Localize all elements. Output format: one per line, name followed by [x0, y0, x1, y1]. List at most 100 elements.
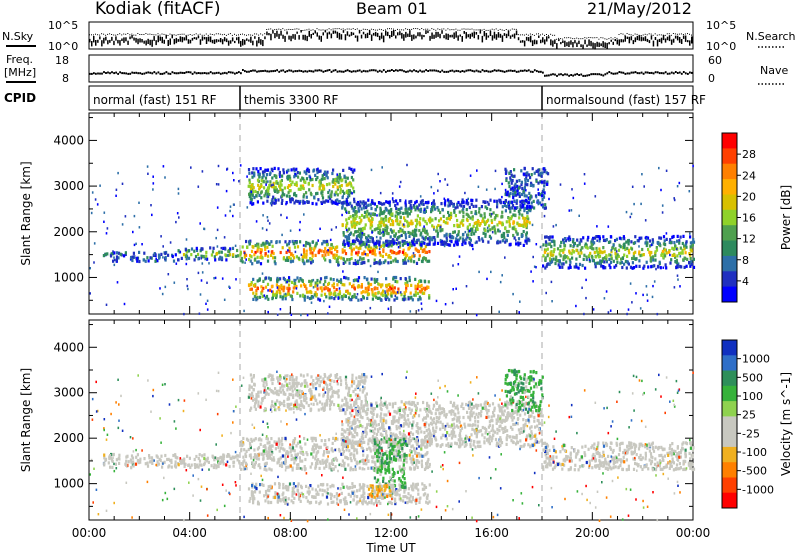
range-gate-cell — [230, 457, 233, 461]
range-gate-cell — [393, 290, 396, 294]
range-gate-cell — [647, 247, 650, 252]
range-gate-cell — [248, 257, 251, 262]
range-gate-cell — [425, 286, 428, 290]
freq-sample — [572, 74, 574, 77]
noise-cell — [596, 225, 598, 228]
range-gate-cell — [432, 199, 435, 203]
range-gate-cell — [325, 173, 328, 178]
range-gate-cell — [297, 199, 300, 204]
freq-sample — [493, 69, 496, 72]
freq-sample — [501, 70, 504, 73]
range-gate-cell — [314, 466, 317, 470]
freq-sample — [376, 70, 379, 73]
range-gate-cell — [393, 298, 396, 302]
range-gate-cell — [413, 234, 416, 238]
range-gate-cell — [384, 218, 388, 222]
range-gate-cell — [365, 458, 368, 462]
nsky-sample — [393, 30, 395, 36]
range-gate-cell — [419, 200, 422, 205]
range-gate-cell — [652, 258, 655, 262]
range-gate-cell — [264, 252, 267, 256]
range-gate-cell — [336, 198, 339, 202]
noise-cell — [201, 271, 204, 274]
range-gate-cell — [373, 293, 376, 298]
range-gate-cell — [313, 293, 317, 297]
freq-sample — [133, 71, 136, 74]
range-gate-cell — [593, 241, 596, 245]
nsearch-sample — [622, 33, 624, 35]
range-gate-cell — [431, 224, 434, 228]
noise-cell — [303, 213, 305, 216]
range-gate-cell — [302, 452, 305, 456]
nsearch-sample — [159, 34, 161, 36]
range-gate-cell — [256, 200, 259, 204]
range-gate-cell — [633, 256, 636, 260]
nsearch-sample — [638, 34, 640, 36]
range-gate-cell — [260, 452, 263, 456]
range-gate-cell — [577, 266, 580, 270]
range-gate-cell — [365, 447, 369, 451]
range-gate-cell — [351, 239, 355, 243]
range-gate-cell — [549, 253, 552, 257]
range-gate-cell — [311, 279, 314, 283]
range-gate-cell — [357, 276, 361, 280]
range-gate-cell — [393, 286, 396, 290]
range-gate-cell — [360, 243, 363, 247]
range-gate-cell — [410, 258, 413, 262]
range-gate-cell — [285, 194, 289, 198]
range-gate-cell — [314, 464, 317, 468]
noise-cell — [96, 203, 99, 206]
nsky-sample — [650, 35, 653, 40]
colorbar-segment — [722, 271, 737, 288]
range-gate-cell — [374, 463, 377, 467]
range-gate-cell — [571, 240, 575, 244]
range-gate-cell — [262, 172, 265, 176]
nsearch-sample — [519, 34, 521, 36]
range-gate-cell — [590, 254, 594, 258]
range-gate-cell — [189, 465, 192, 469]
range-gate-cell — [328, 250, 331, 254]
noise-cell — [380, 231, 383, 235]
range-gate-cell — [470, 202, 473, 206]
range-gate-cell — [400, 445, 403, 449]
nsky-sample — [576, 42, 578, 47]
range-gate-cell — [433, 202, 436, 206]
noise-cell — [530, 270, 532, 273]
range-gate-cell — [496, 205, 499, 209]
range-gate-cell — [592, 259, 595, 263]
noise-cell — [379, 259, 381, 262]
range-gate-cell — [138, 250, 141, 254]
range-gate-cell — [350, 184, 353, 188]
nsky-sample — [497, 32, 500, 38]
nsky-sample — [280, 30, 282, 36]
range-gate-cell — [286, 177, 289, 181]
range-gate-cell — [552, 257, 555, 261]
range-gate-cell — [563, 254, 566, 258]
nsearch-sample — [322, 29, 324, 31]
freq-sample — [592, 73, 595, 76]
range-gate-cell — [468, 237, 471, 241]
nsky-sample — [109, 39, 111, 43]
range-gate-cell — [401, 223, 404, 227]
nsearch-sample — [594, 37, 596, 39]
noise-cell — [610, 249, 613, 252]
noise-cell — [162, 245, 164, 248]
range-gate-cell — [537, 173, 540, 177]
range-gate-cell — [293, 182, 296, 186]
range-gate-cell — [305, 290, 309, 294]
nsearch-sample — [515, 28, 517, 30]
freq-sample — [642, 72, 645, 75]
freq-sample — [421, 70, 423, 73]
range-gate-cell — [274, 447, 277, 451]
range-gate-cell — [299, 187, 302, 191]
range-gate-cell — [262, 444, 265, 448]
freq-sample — [352, 70, 355, 73]
range-gate-cell — [296, 276, 299, 280]
freq-sample — [636, 72, 639, 75]
range-gate-cell — [509, 191, 512, 195]
noise-cell — [90, 211, 93, 215]
nsky-sample — [642, 37, 645, 41]
nsky-sample — [604, 42, 606, 48]
range-gate-cell — [437, 223, 440, 228]
range-gate-cell — [384, 464, 387, 468]
